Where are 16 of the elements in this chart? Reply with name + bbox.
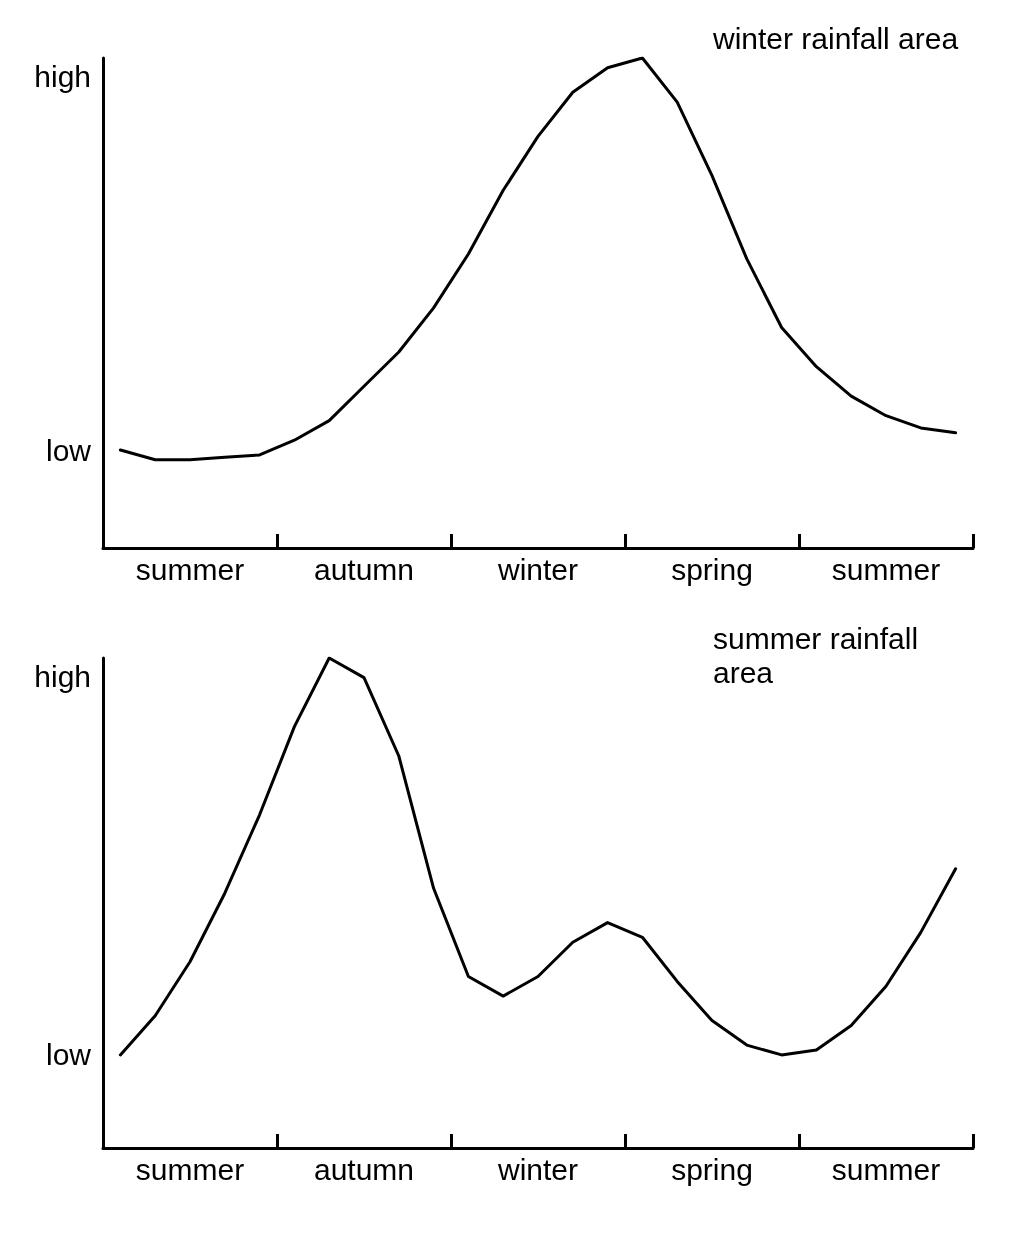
x-tick-label: summer [831,1152,941,1186]
chart-title: winter rainfall area [712,21,959,55]
x-tick-label: winter [496,1152,579,1186]
x-tick-label: autumn [313,552,415,586]
chart-title: summer rainfall area [713,621,927,689]
text: high [34,59,91,93]
x-tick-label: summer [831,552,941,586]
x-tick-label: autumn [313,1152,415,1186]
x-tick-label: spring [671,552,753,586]
text: low [45,433,92,467]
x-tick-label: summer [135,552,245,586]
x-tick-label: summer [135,1152,245,1186]
x-tick-label: spring [671,1152,753,1186]
text: low [45,1038,92,1072]
text: high [34,659,91,693]
x-tick-label: winter [496,552,579,586]
